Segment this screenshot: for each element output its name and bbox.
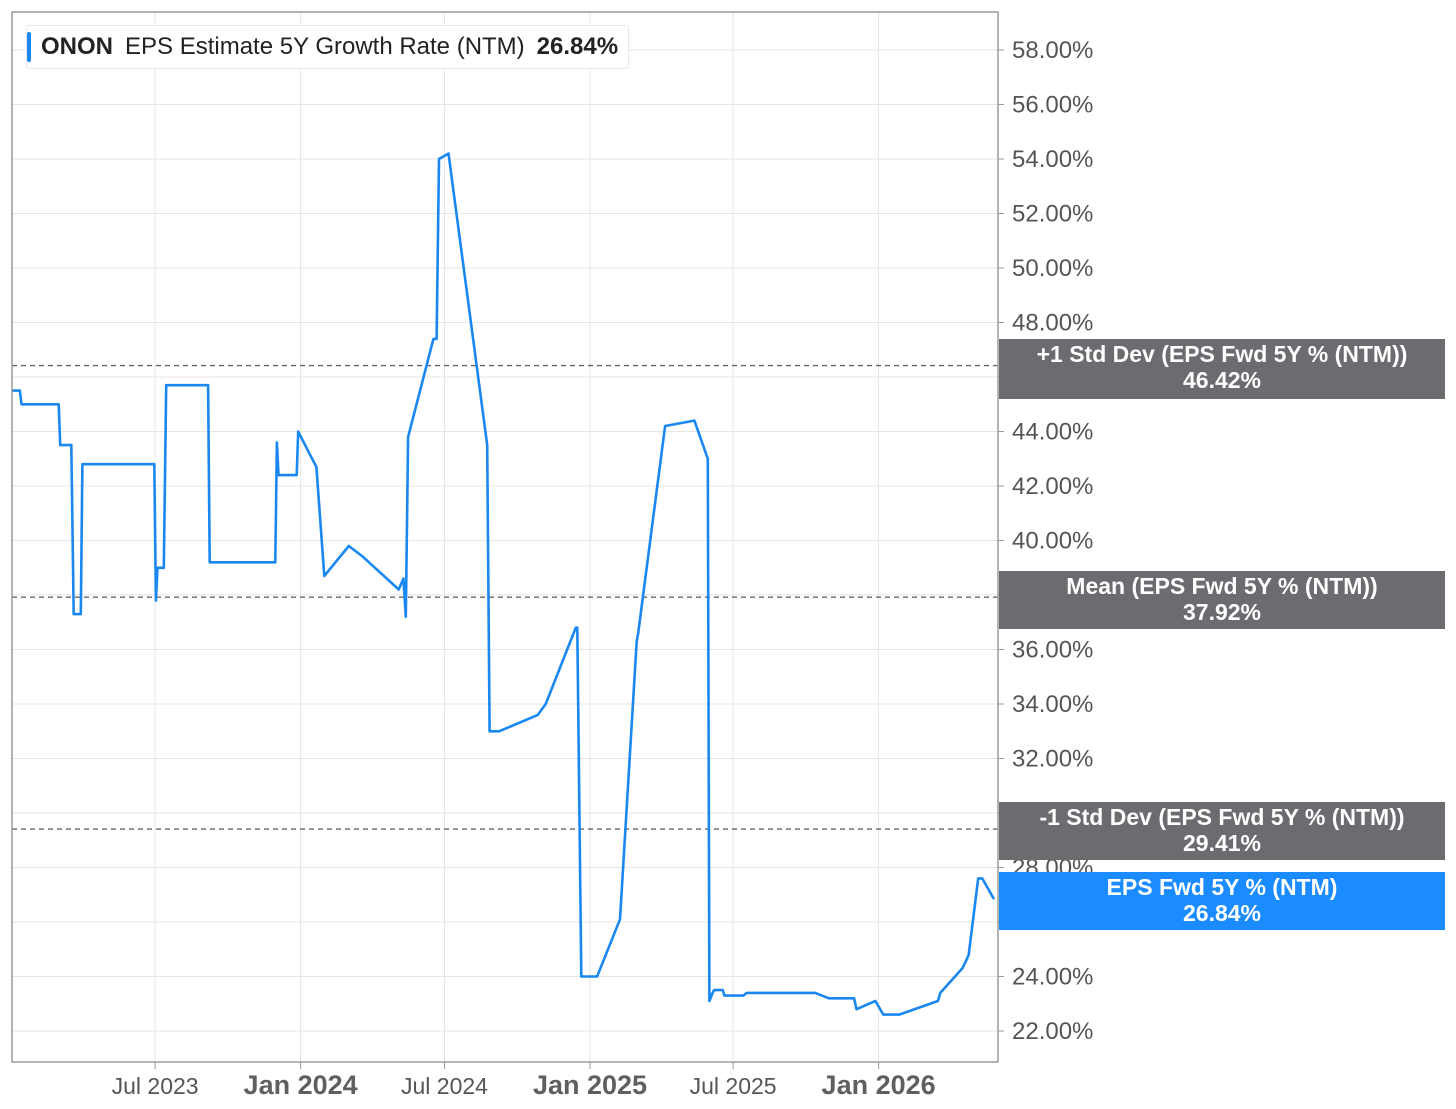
legend-metric: EPS Estimate 5Y Growth Rate (NTM): [125, 33, 525, 60]
x-tick-label: Jul 2024: [401, 1073, 488, 1099]
plot-border: [11, 11, 999, 1063]
minus-std-tag: -1 Std Dev (EPS Fwd 5Y % (NTM)) 29.41%: [999, 802, 1445, 860]
plus-std-tag: +1 Std Dev (EPS Fwd 5Y % (NTM)) 46.42%: [999, 339, 1445, 399]
y-tick-label: 50.00%: [1012, 255, 1093, 282]
series-line: [12, 152, 996, 1016]
y-tick-label: 24.00%: [1012, 964, 1093, 991]
mean-tag-label: Mean (EPS Fwd 5Y % (NTM)): [1066, 573, 1378, 599]
current-value-tag-value: 26.84%: [1182, 900, 1261, 926]
legend: ONON EPS Estimate 5Y Growth Rate (NTM) 2…: [26, 25, 630, 69]
y-tick-label: 56.00%: [1012, 92, 1093, 119]
y-tick-label: 22.00%: [1012, 1018, 1093, 1045]
y-tick-label: 42.00%: [1012, 473, 1093, 500]
grid: [12, 12, 998, 1062]
legend-swatch: [27, 32, 31, 62]
y-tick-label: 48.00%: [1012, 310, 1093, 337]
plus-std-tag-value: 46.42%: [1182, 367, 1261, 393]
minus-std-tag-label: -1 Std Dev (EPS Fwd 5Y % (NTM)): [1039, 804, 1405, 830]
x-tick-label: Jan 2024: [244, 1070, 358, 1100]
x-tick-label: Jul 2025: [690, 1073, 777, 1099]
legend-value: 26.84%: [536, 33, 619, 60]
mean-tag-value: 37.92%: [1182, 599, 1261, 625]
x-tick-label: Jan 2025: [533, 1070, 647, 1100]
minus-std-tag-value: 29.41%: [1182, 830, 1261, 856]
current-value-tag: EPS Fwd 5Y % (NTM) 26.84%: [999, 872, 1445, 930]
x-axis: Jul 2023 Jan 2024 Jul 2024 Jan 2025 Jul 2025…: [112, 1062, 936, 1100]
series-layer: [12, 152, 996, 1016]
y-tick-label: 40.00%: [1012, 528, 1093, 555]
current-value-tag-label: EPS Fwd 5Y % (NTM): [1106, 874, 1338, 900]
x-tick-label: Jan 2026: [822, 1070, 936, 1100]
legend-ticker: ONON: [41, 33, 113, 60]
y-tick-label: 58.00%: [1012, 37, 1093, 64]
x-tick-label: Jul 2023: [112, 1073, 199, 1099]
y-tick-label: 36.00%: [1012, 637, 1093, 664]
y-tick-label: 44.00%: [1012, 419, 1093, 446]
reference-lines: [12, 364, 998, 830]
y-tick-label: 34.00%: [1012, 691, 1093, 718]
plus-std-tag-label: +1 Std Dev (EPS Fwd 5Y % (NTM)): [1036, 341, 1408, 367]
mean-tag: Mean (EPS Fwd 5Y % (NTM)) 37.92%: [999, 571, 1445, 629]
y-tick-label: 52.00%: [1012, 201, 1093, 228]
y-tick-label: 32.00%: [1012, 746, 1093, 773]
y-tick-label: 54.00%: [1012, 146, 1093, 173]
